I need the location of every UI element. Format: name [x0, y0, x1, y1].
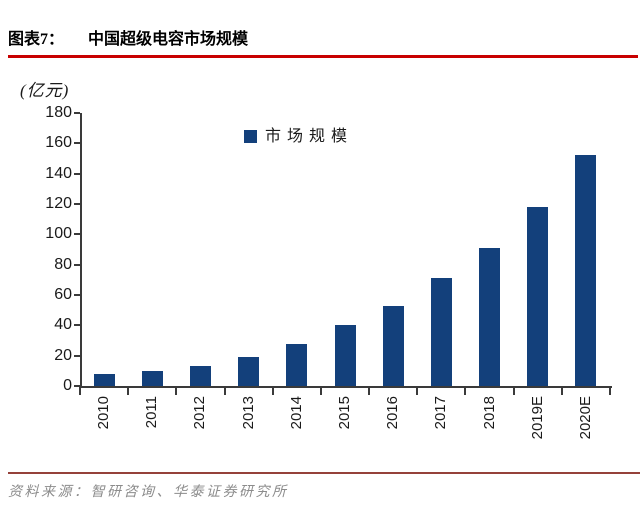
bar-2019E — [527, 207, 549, 386]
x-tick-mark — [127, 386, 130, 395]
y-tick-mark — [74, 172, 80, 175]
x-tick-label-2010: 2010 — [95, 396, 113, 430]
bar-2017 — [430, 278, 452, 386]
x-tick-label-2018: 2018 — [480, 396, 498, 430]
bar-2014 — [286, 343, 308, 386]
figure-number-label: 图表7： — [8, 31, 65, 48]
x-tick-label-2012: 2012 — [191, 396, 209, 430]
y-tick-mark — [74, 233, 80, 236]
title-underline-rule — [8, 55, 638, 58]
chart-legend: 市场规模 — [244, 128, 354, 145]
x-tick-label-2013: 2013 — [239, 396, 257, 430]
x-tick-mark — [512, 386, 515, 395]
bar-2015 — [334, 325, 356, 386]
bar-2016 — [382, 305, 404, 386]
y-axis-unit-label: (亿元) — [20, 81, 70, 100]
y-tick-label: 160 — [45, 134, 72, 152]
bar-2013 — [238, 357, 260, 386]
y-tick-label: 60 — [54, 286, 72, 303]
y-tick-mark — [74, 142, 80, 145]
y-tick-mark — [74, 203, 80, 205]
y-axis-line — [80, 113, 82, 388]
y-tick-mark — [74, 324, 80, 327]
footer-divider-rule — [8, 472, 640, 474]
x-tick-mark — [175, 386, 178, 395]
y-tick-label: 80 — [54, 255, 72, 273]
figure-title: 中国超级电容市场规模 — [88, 31, 249, 48]
y-tick-label: 180 — [45, 104, 72, 121]
y-tick-label: 120 — [45, 195, 72, 212]
y-tick-label: 100 — [45, 225, 72, 243]
x-tick-mark — [560, 386, 563, 395]
x-tick-mark — [79, 386, 81, 395]
y-tick-label: 40 — [54, 316, 72, 334]
x-tick-label-2020E: 2020E — [576, 396, 594, 440]
source-note: 资料来源：智研咨询、华泰证券研究所 — [8, 485, 289, 500]
x-tick-mark — [223, 386, 226, 395]
x-tick-label-2014: 2014 — [287, 396, 305, 430]
y-tick-mark — [74, 354, 80, 357]
x-tick-label-2017: 2017 — [432, 396, 450, 430]
x-axis-line — [80, 386, 612, 388]
x-tick-label-2011: 2011 — [143, 396, 161, 429]
bar-2020E — [575, 155, 597, 386]
y-tick-label: 20 — [54, 346, 72, 364]
figure-header: 图表7： 中国超级电容市场规模 — [8, 25, 248, 49]
y-tick-mark — [74, 112, 80, 114]
x-tick-label-2019E: 2019E — [528, 396, 546, 440]
y-tick-mark — [74, 294, 80, 296]
legend-swatch-icon — [244, 130, 257, 143]
x-tick-mark — [271, 386, 274, 395]
legend-series-label: 市场规模 — [265, 128, 354, 145]
x-tick-label-2016: 2016 — [384, 396, 402, 430]
x-tick-label-2015: 2015 — [336, 396, 353, 430]
x-tick-mark — [368, 386, 371, 395]
bar-2012 — [189, 366, 211, 386]
x-tick-mark — [416, 386, 419, 395]
x-tick-mark — [319, 386, 322, 395]
y-tick-label: 0 — [63, 377, 72, 394]
y-tick-label: 140 — [45, 164, 72, 182]
y-tick-mark — [74, 263, 80, 266]
y-tick-mark — [74, 385, 80, 387]
x-tick-mark — [609, 386, 611, 395]
bar-2010 — [93, 373, 115, 386]
x-tick-mark — [464, 386, 467, 395]
bar-2018 — [479, 247, 501, 386]
bar-2011 — [141, 370, 163, 386]
